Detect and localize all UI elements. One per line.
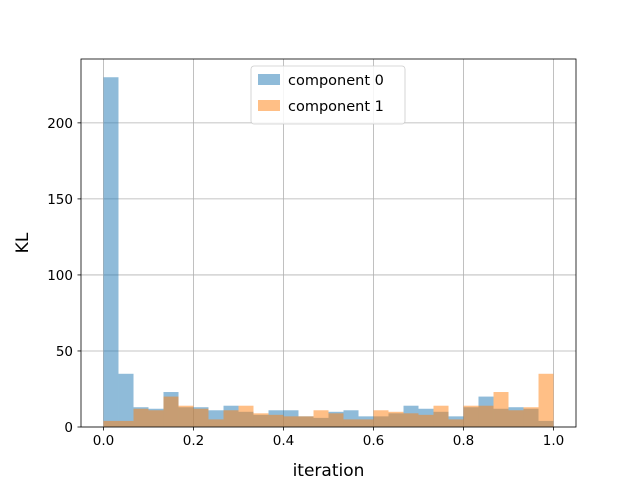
bar-component-1 xyxy=(298,416,314,427)
bar-component-1 xyxy=(313,410,329,427)
bar-component-0 xyxy=(118,373,134,427)
legend-label: component 1 xyxy=(288,99,384,115)
bar-component-1 xyxy=(253,413,269,427)
bar-component-1 xyxy=(193,408,209,427)
y-tick-label: 200 xyxy=(47,116,73,132)
bar-component-1 xyxy=(223,410,239,427)
plot-frame xyxy=(80,58,577,428)
bar-component-1 xyxy=(508,410,524,427)
legend-label: component 0 xyxy=(288,73,384,89)
x-tick-label: 1.0 xyxy=(543,433,564,449)
y-tick-label: 0 xyxy=(64,420,73,436)
legend-box xyxy=(250,65,406,125)
bar-component-1 xyxy=(493,392,509,427)
bar-component-1 xyxy=(343,419,359,427)
bar-component-1 xyxy=(403,413,419,427)
bar-component-1 xyxy=(103,420,119,427)
bar-component-1 xyxy=(238,405,254,427)
bar-component-1 xyxy=(433,405,449,427)
bar-component-1 xyxy=(478,405,494,427)
x-tick-label: 0.2 xyxy=(183,433,204,449)
bar-component-1 xyxy=(118,420,134,427)
bar-component-1 xyxy=(208,419,224,427)
bar-component-1 xyxy=(268,414,284,427)
bar-component-1 xyxy=(388,411,404,427)
bar-component-0 xyxy=(103,77,119,428)
y-axis-label: KL xyxy=(13,232,33,253)
axis-ticks: 0.0 0.2 0.4 0.6 0.8 1.0 0 50 100 150 200 xyxy=(47,116,564,449)
legend-swatch xyxy=(258,74,280,85)
x-tick-label: 0.4 xyxy=(273,433,294,449)
histogram-bars xyxy=(103,77,554,428)
y-tick-label: 150 xyxy=(47,192,73,208)
bar-component-1 xyxy=(178,405,194,427)
x-tick-label: 0.8 xyxy=(453,433,474,449)
bar-component-1 xyxy=(463,405,479,427)
y-tick-label: 100 xyxy=(47,268,73,284)
bar-component-1 xyxy=(133,408,149,427)
bar-component-1 xyxy=(358,419,374,427)
bar-component-1 xyxy=(283,416,299,427)
bar-component-1 xyxy=(538,373,554,427)
bar-component-1 xyxy=(163,396,179,427)
bar-component-1 xyxy=(328,413,344,427)
y-tick-label: 50 xyxy=(56,344,73,360)
x-tick-label: 0.6 xyxy=(363,433,384,449)
legend-swatch xyxy=(258,100,280,111)
bar-component-1 xyxy=(448,419,464,427)
bar-component-1 xyxy=(418,414,434,427)
legend: component 0 component 1 xyxy=(250,65,406,125)
bar-component-1 xyxy=(523,407,539,427)
bar-component-1 xyxy=(373,410,389,427)
x-axis-label: iteration xyxy=(293,461,365,480)
bar-component-1 xyxy=(148,410,164,427)
x-tick-label: 0.0 xyxy=(93,433,114,449)
